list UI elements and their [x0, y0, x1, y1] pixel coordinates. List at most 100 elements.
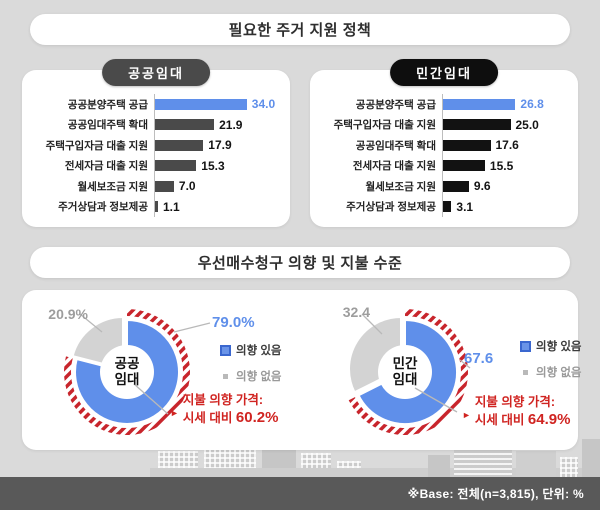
bar-track: 26.8	[442, 94, 570, 115]
base-note: ※Base: 전체(n=3,815), 단위: %	[407, 487, 584, 501]
bar-value: 15.5	[489, 158, 514, 173]
bar	[155, 119, 215, 131]
yes-intent-value: 79.0%	[212, 314, 255, 331]
bar	[443, 119, 511, 131]
leader-line	[361, 313, 383, 335]
bar-value: 34.0	[251, 97, 276, 112]
legend-item-yes: 의향 있음	[220, 342, 282, 358]
yes-legend-swatch	[220, 344, 231, 356]
bar	[443, 160, 485, 172]
arrow-icon: ►	[462, 410, 471, 420]
bar-label: 주택구입자금 대출 지원	[333, 119, 436, 132]
payment-note-line1: 지불 의향 가격:	[474, 395, 556, 409]
arrow-icon: ►	[170, 408, 179, 418]
bar-value: 15.3	[201, 158, 225, 173]
leader-line	[414, 387, 458, 413]
bar-track: 34.0	[154, 94, 282, 115]
section2-title: 우선매수청구 의향 및 지불 수준	[30, 247, 570, 278]
footer-bar: ※Base: 전체(n=3,815), 단위: %	[0, 477, 600, 510]
donut-hole	[378, 345, 432, 399]
bar-track: 21.9	[154, 114, 282, 135]
bar-row: 주거상담과 정보제공 1.1	[26, 196, 282, 217]
bar-label: 공공임대주택 확대	[67, 119, 148, 132]
yes-intent-value: 67.6	[464, 350, 494, 367]
private-rental-donut-panel: 민간 임대 32.4 67.6 의향 있음 의향 없음 ► 지불 의향 가격:	[300, 290, 582, 450]
payment-note: ► 지불 의향 가격: 시세 대비 64.9%	[462, 394, 570, 429]
bar-track: 9.6	[442, 176, 570, 197]
public-rental-bar-chart: 공공분양주택 공급 34.0 공공임대주택 확대 21.9 주택구입자금 대출 지원 17…	[26, 94, 282, 217]
bar-row: 공공분양주택 공급 26.8	[314, 94, 570, 115]
public-rental-donut-panel: 공공 임대 20.9% 79.0% 의향 있음 의향 없음 ► 지불 의향 가격…	[22, 290, 300, 450]
bar-label: 공공임대주택 확대	[355, 139, 436, 152]
bar-value: 21.9	[219, 117, 243, 132]
no-intent-value: 20.9%	[48, 306, 88, 322]
private-rental-badge: 민간임대	[390, 59, 498, 86]
bar	[155, 160, 197, 172]
building-silhouette	[582, 439, 600, 477]
donut-hole	[100, 345, 154, 399]
payment-note-line1: 지불 의향 가격:	[182, 393, 264, 407]
bar	[443, 98, 516, 110]
bar-row: 전세자금 대출 지원 15.3	[26, 155, 282, 176]
building-silhouette	[428, 455, 450, 477]
no-legend-swatch	[523, 369, 528, 375]
yes-legend-swatch	[520, 340, 531, 352]
legend-item-no: 의향 없음	[520, 364, 582, 380]
bar-cards-row: 공공임대 공공분양주택 공급 34.0 공공임대주택 확대 21.9 주택구입자금 대출…	[22, 59, 578, 227]
legend-item-no: 의향 없음	[220, 368, 282, 384]
bar-label: 전세자금 대출 지원	[352, 160, 436, 173]
slice-yes	[74, 318, 180, 425]
private-rental-bar-chart: 공공분양주택 공급 26.8 주택구입자금 대출 지원 25.0 공공임대주택 확대 17…	[314, 94, 570, 217]
bar-value: 26.8	[520, 97, 544, 112]
private-rental-bar-card: 민간임대 공공분양주택 공급 26.8 주택구입자금 대출 지원 25.0 공공임대주택…	[310, 59, 578, 227]
bar-label: 월세보조금 지원	[365, 180, 436, 193]
bar-row: 공공분양주택 공급 34.0	[26, 94, 282, 115]
bar-value: 1.1	[163, 199, 180, 214]
leader-line	[133, 383, 169, 415]
bar-row: 주택구입자금 대출 지원 17.9	[26, 135, 282, 156]
leader-line	[459, 359, 471, 369]
bar-row: 월세보조금 지원 7.0	[26, 176, 282, 197]
section1-title-text: 필요한 주거 지원 정책	[228, 22, 372, 39]
bar-track: 7.0	[154, 176, 282, 197]
bar-label: 주거상담과 정보제공	[346, 201, 436, 214]
bar	[443, 180, 469, 192]
bar-row: 주거상담과 정보제공 3.1	[314, 196, 570, 217]
bar-row: 공공임대주택 확대 21.9	[26, 114, 282, 135]
bar-track: 15.5	[442, 155, 570, 176]
payment-ratio-value: 60.2%	[235, 409, 279, 426]
bar-track: 17.9	[154, 135, 282, 156]
payment-note: ► 지불 의향 가격: 시세 대비 60.2%	[170, 392, 278, 427]
public-rental-donut-chart	[64, 309, 211, 435]
bar-track: 15.3	[154, 155, 282, 176]
bar-value: 25.0	[515, 117, 539, 132]
bar-value: 17.6	[495, 138, 519, 153]
bar-row: 전세자금 대출 지원 15.5	[314, 155, 570, 176]
bar-label: 공공분양주택 공급	[67, 98, 148, 111]
payment-ratio-value: 64.9%	[527, 411, 571, 428]
private-rental-donut-chart	[348, 309, 471, 435]
payment-note-line2: 시세 대비 60.2%	[182, 409, 279, 426]
legend-item-yes: 의향 있음	[520, 338, 582, 354]
bar-label: 주택구입자금 대출 지원	[45, 139, 148, 152]
bar-label: 전세자금 대출 지원	[64, 160, 148, 173]
public-rental-badge: 공공임대	[102, 59, 210, 86]
donut-card: 공공 임대 20.9% 79.0% 의향 있음 의향 없음 ► 지불 의향 가격…	[22, 290, 582, 450]
legend: 의향 있음 의향 없음	[220, 342, 282, 384]
bar-label: 주거상담과 정보제공	[58, 201, 148, 214]
building-silhouette	[150, 468, 600, 477]
bar-track: 3.1	[442, 196, 570, 217]
bar-track: 25.0	[442, 114, 570, 135]
donut-center-label: 민간 임대	[392, 356, 418, 387]
bar-value: 7.0	[178, 179, 196, 194]
building-silhouette	[560, 457, 578, 477]
leader-line	[173, 322, 211, 333]
bar-track: 1.1	[154, 196, 282, 217]
payment-note-line2: 시세 대비 64.9%	[474, 411, 571, 428]
building-silhouette	[516, 451, 556, 477]
bar-label: 공공분양주택 공급	[355, 98, 436, 111]
bar	[443, 201, 452, 213]
legend: 의향 있음 의향 없음	[520, 338, 582, 380]
bar-row: 공공임대주택 확대 17.6	[314, 135, 570, 156]
public-rental-bar-card: 공공임대 공공분양주택 공급 34.0 공공임대주택 확대 21.9 주택구입자금 대출…	[22, 59, 290, 227]
